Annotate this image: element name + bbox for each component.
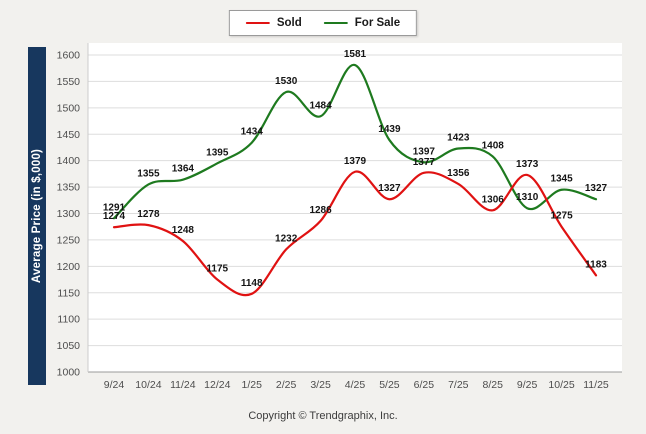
svg-text:1300: 1300 [57, 208, 81, 220]
svg-text:1484: 1484 [309, 100, 332, 111]
svg-text:1397: 1397 [413, 146, 436, 157]
svg-text:1232: 1232 [275, 233, 298, 244]
y-axis-title-text: Average Price (in $,000) [31, 148, 44, 284]
svg-text:1050: 1050 [57, 340, 81, 352]
svg-text:1175: 1175 [206, 264, 228, 275]
svg-text:1200: 1200 [57, 261, 81, 273]
svg-text:5/25: 5/25 [379, 379, 400, 391]
svg-text:1286: 1286 [309, 205, 332, 216]
svg-text:1550: 1550 [57, 76, 81, 88]
svg-text:3/25: 3/25 [310, 379, 331, 391]
svg-text:1355: 1355 [137, 168, 160, 179]
svg-text:1377: 1377 [413, 157, 436, 168]
for-sale-line [112, 63, 598, 220]
svg-text:1/25: 1/25 [241, 379, 262, 391]
copyright-text: Copyright © Trendgraphix, Inc. [248, 410, 398, 422]
svg-text:1100: 1100 [57, 314, 80, 326]
svg-text:4/25: 4/25 [345, 379, 366, 391]
svg-text:10/24: 10/24 [135, 379, 161, 391]
svg-text:12/24: 12/24 [204, 379, 230, 391]
svg-text:6/25: 6/25 [414, 379, 435, 391]
svg-text:1183: 1183 [585, 259, 607, 270]
svg-text:1327: 1327 [585, 183, 608, 194]
legend-item-for-sale: For Sale [323, 17, 401, 29]
svg-text:1275: 1275 [550, 211, 573, 222]
svg-text:1439: 1439 [378, 124, 401, 135]
sold-labels: 1274 1278 1248 1175 1148 1232 1286 1379 1327 1377… [103, 156, 607, 289]
svg-text:1379: 1379 [344, 156, 367, 167]
svg-text:1250: 1250 [57, 234, 81, 246]
svg-text:1000: 1000 [57, 367, 81, 379]
svg-text:1356: 1356 [447, 168, 470, 179]
legend-label-for-sale: For Sale [354, 17, 401, 29]
svg-text:11/25: 11/25 [583, 379, 609, 391]
legend-item-sold: Sold [245, 17, 302, 29]
svg-text:1408: 1408 [482, 140, 505, 151]
svg-text:9/24: 9/24 [104, 379, 125, 391]
svg-text:1400: 1400 [57, 155, 81, 167]
svg-text:10/25: 10/25 [548, 379, 574, 391]
x-tick-labels: 9/24 10/24 11/24 12/24 1/25 2/25 3/25 4/25 5/25 6… [104, 379, 609, 391]
svg-text:1350: 1350 [57, 182, 81, 194]
y-tick-labels: 1000 1050 1100 1150 1200 1250 1300 1350 1400 1450… [57, 50, 81, 379]
sold-line-swatch [245, 22, 270, 24]
svg-text:1306: 1306 [482, 194, 505, 205]
svg-text:9/25: 9/25 [517, 379, 538, 391]
plot-area [88, 43, 622, 372]
svg-text:1327: 1327 [378, 183, 401, 194]
svg-text:1530: 1530 [275, 76, 298, 87]
svg-text:1310: 1310 [516, 192, 539, 203]
svg-text:1248: 1248 [172, 225, 195, 236]
svg-text:1450: 1450 [57, 129, 81, 141]
svg-text:1345: 1345 [550, 174, 573, 185]
svg-text:1278: 1278 [137, 209, 160, 220]
svg-text:1148: 1148 [241, 278, 263, 289]
svg-text:1434: 1434 [241, 127, 264, 138]
legend-label-sold: Sold [276, 17, 302, 29]
svg-text:8/25: 8/25 [482, 379, 503, 391]
y-axis-title: Average Price (in $,000) [28, 47, 46, 385]
legend: Sold For Sale [228, 10, 418, 36]
svg-text:1274: 1274 [103, 211, 126, 222]
gridlines [88, 54, 622, 373]
svg-text:7/25: 7/25 [448, 379, 469, 391]
svg-text:1500: 1500 [57, 102, 81, 114]
svg-text:1600: 1600 [57, 50, 81, 62]
svg-text:1581: 1581 [344, 49, 367, 60]
svg-text:1150: 1150 [57, 287, 80, 299]
for-sale-line-swatch [323, 22, 348, 24]
svg-text:2/25: 2/25 [276, 379, 297, 391]
for-sale-labels: 1291 1355 1364 1395 1434 1530 1484 1581 1439 1397… [103, 49, 608, 213]
svg-text:1395: 1395 [206, 147, 229, 158]
svg-text:1364: 1364 [172, 164, 195, 175]
svg-text:1373: 1373 [516, 159, 539, 170]
sold-line [112, 170, 598, 297]
svg-text:1291: 1291 [103, 202, 126, 213]
svg-text:1423: 1423 [447, 133, 470, 144]
svg-text:11/24: 11/24 [170, 379, 196, 391]
